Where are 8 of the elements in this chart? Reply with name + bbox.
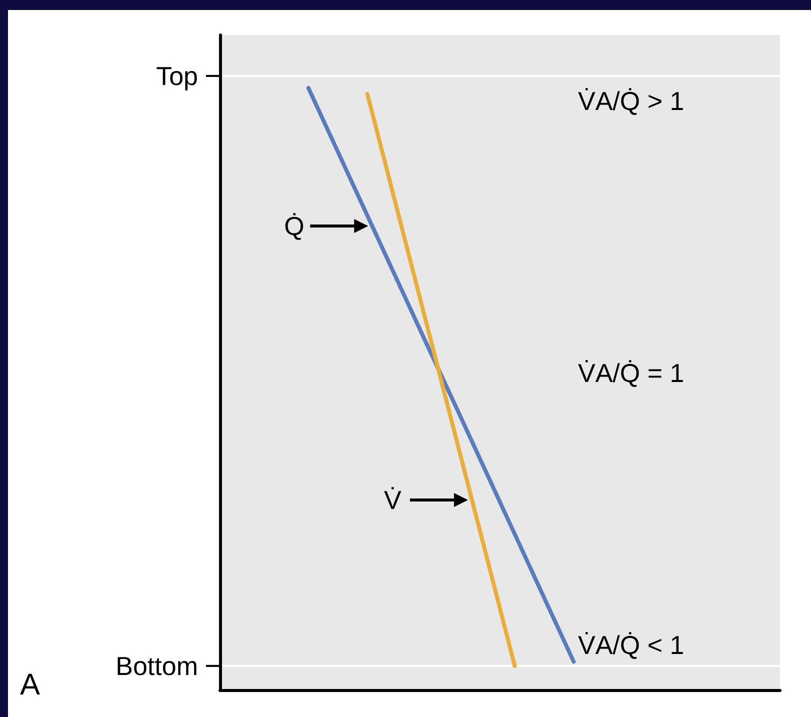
annotation: V̇A/Q̇ < 1 [578,630,684,660]
annotation: V̇A/Q̇ = 1 [578,358,684,388]
annotation: Q̇ [284,211,304,241]
ref-line-label: Bottom [116,650,198,681]
text: A [20,668,40,702]
ref-line-label: Top [156,60,198,91]
annotation: V̇A/Q̇ > 1 [578,86,684,116]
annotation: V̇ [384,485,402,515]
